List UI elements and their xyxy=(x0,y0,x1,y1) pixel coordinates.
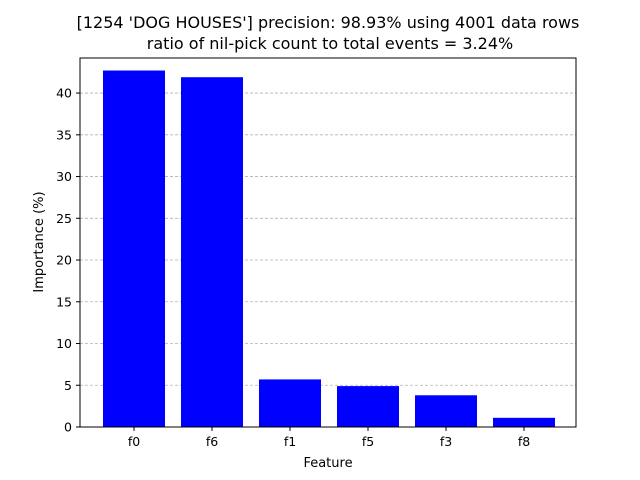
x-tick-label-f8: f8 xyxy=(518,434,530,449)
y-tick-label: 30 xyxy=(56,169,72,184)
bar-f3 xyxy=(415,395,477,427)
chart-title-line-2: ratio of nil-pick count to total events … xyxy=(147,34,513,53)
x-tick-label-f0: f0 xyxy=(128,434,140,449)
y-tick-label: 15 xyxy=(56,294,72,309)
y-tick-label: 25 xyxy=(56,211,72,226)
y-tick-label: 35 xyxy=(56,127,72,142)
bar-f1 xyxy=(259,379,321,427)
y-axis-label: Importance (%) xyxy=(32,191,47,292)
x-tick-label-f3: f3 xyxy=(440,434,452,449)
bars xyxy=(103,70,555,428)
y-tick-label: 40 xyxy=(56,86,72,101)
x-axis-ticks: f0 f6 f1 f5 f3 f8 xyxy=(128,427,530,449)
bar-f8 xyxy=(493,417,555,427)
x-tick-label-f6: f6 xyxy=(206,434,218,449)
plot-area-frame xyxy=(79,57,577,428)
chart-title-line-1: [1254 'DOG HOUSES'] precision: 98.93% us… xyxy=(77,13,580,32)
y-tick-label: 10 xyxy=(56,336,72,351)
y-tick-label: 20 xyxy=(56,253,72,268)
y-axis-ticks: 0 5 10 15 20 25 30 35 40 xyxy=(56,86,80,435)
bar-f5 xyxy=(337,386,399,427)
x-tick-label-f5: f5 xyxy=(362,434,374,449)
x-tick-label-f1: f1 xyxy=(284,434,296,449)
y-tick-label: 5 xyxy=(64,378,72,393)
x-axis-label: Feature xyxy=(303,456,352,471)
y-tick-label: 0 xyxy=(64,420,72,435)
bar-f0 xyxy=(103,70,165,428)
bar-f6 xyxy=(181,77,243,427)
